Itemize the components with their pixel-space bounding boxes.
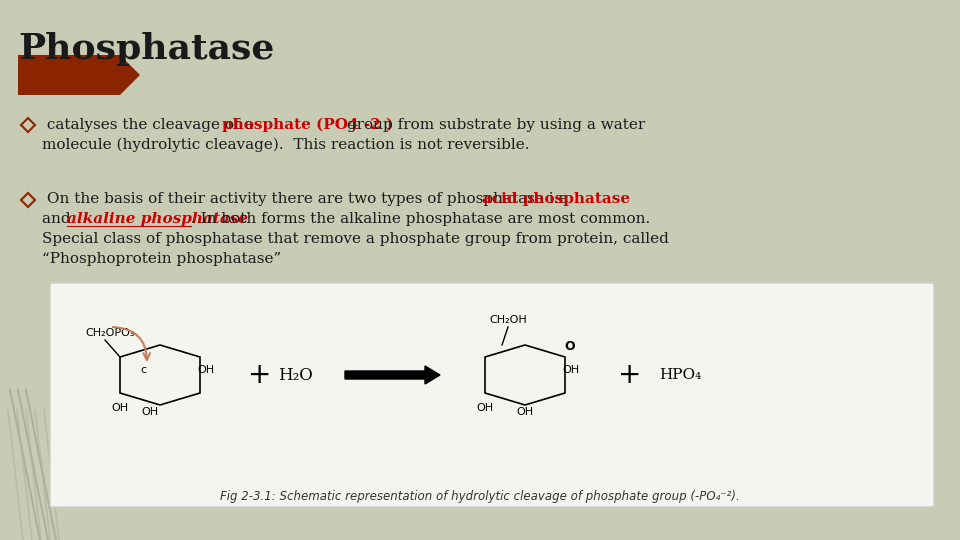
Text: OH: OH xyxy=(516,407,534,417)
Text: OH: OH xyxy=(141,407,158,417)
Text: OH: OH xyxy=(197,365,214,375)
Text: +: + xyxy=(618,361,641,389)
FancyArrowPatch shape xyxy=(112,327,150,360)
Text: Phosphatase: Phosphatase xyxy=(18,32,275,66)
Text: OH: OH xyxy=(111,403,129,413)
FancyArrow shape xyxy=(345,366,440,384)
Text: . In both forms the alkaline phosphatase are most common.: . In both forms the alkaline phosphatase… xyxy=(191,212,650,226)
Text: alkaline phosphatase: alkaline phosphatase xyxy=(67,212,248,226)
Text: On the basis of their activity there are two types of phosphatase i.e: On the basis of their activity there are… xyxy=(42,192,572,206)
Text: molecule (hydrolytic cleavage).  This reaction is not reversible.: molecule (hydrolytic cleavage). This rea… xyxy=(42,138,530,152)
Text: Fig 2-3.1: Schematic representation of hydrolytic cleavage of phosphate group (-: Fig 2-3.1: Schematic representation of h… xyxy=(220,490,740,503)
Text: phosphate (PO4 -2 ): phosphate (PO4 -2 ) xyxy=(222,118,393,132)
Text: Special class of phosphatase that remove a phosphate group from protein, called: Special class of phosphatase that remove… xyxy=(42,232,669,246)
Text: “Phosphoprotein phosphatase”: “Phosphoprotein phosphatase” xyxy=(42,252,281,266)
Text: +: + xyxy=(249,361,272,389)
FancyBboxPatch shape xyxy=(50,283,934,507)
Text: CH₂OH: CH₂OH xyxy=(490,315,527,325)
Text: OH: OH xyxy=(562,365,579,375)
Text: O: O xyxy=(564,341,575,354)
Polygon shape xyxy=(18,55,140,95)
Text: H₂O: H₂O xyxy=(277,367,312,383)
Text: and: and xyxy=(42,212,76,226)
Text: group from substrate by using a water: group from substrate by using a water xyxy=(342,118,645,132)
Text: OH: OH xyxy=(476,403,493,413)
Text: c: c xyxy=(140,365,146,375)
Text: CH₂OPO₃: CH₂OPO₃ xyxy=(85,328,134,338)
Text: catalyses the cleavage of a: catalyses the cleavage of a xyxy=(42,118,258,132)
Text: acid phosphatase: acid phosphatase xyxy=(482,192,631,206)
Text: HPO₄: HPO₄ xyxy=(659,368,701,382)
